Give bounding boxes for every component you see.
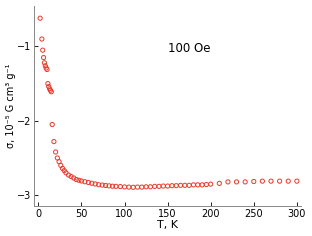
Point: [243, 180, 248, 184]
Point: [39, 37, 44, 41]
Point: [204, 183, 209, 186]
Point: [62, 169, 67, 173]
Point: [131, 185, 136, 189]
Point: [126, 185, 131, 189]
Point: [260, 179, 265, 183]
Point: [226, 180, 231, 184]
Point: [187, 183, 192, 187]
Point: [45, 67, 50, 71]
Point: [269, 179, 274, 183]
Point: [45, 82, 50, 85]
Point: [79, 179, 84, 183]
Point: [294, 179, 299, 183]
Point: [234, 180, 239, 184]
Point: [58, 164, 63, 167]
Point: [56, 160, 61, 164]
Point: [200, 183, 205, 187]
Point: [71, 176, 76, 180]
Point: [286, 179, 291, 183]
Point: [107, 184, 112, 188]
Point: [89, 181, 94, 185]
Point: [157, 185, 162, 188]
Point: [66, 173, 71, 177]
Point: [69, 175, 74, 178]
Point: [174, 184, 179, 188]
Point: [40, 48, 45, 52]
Point: [195, 183, 200, 187]
Point: [135, 185, 140, 189]
Point: [100, 183, 105, 187]
Point: [46, 85, 51, 88]
Point: [139, 185, 144, 189]
Point: [51, 140, 56, 143]
Point: [55, 156, 60, 160]
Point: [191, 183, 196, 187]
Point: [82, 180, 87, 184]
Point: [178, 183, 183, 187]
Point: [165, 184, 170, 188]
Point: [152, 185, 157, 188]
Point: [110, 184, 115, 188]
Point: [38, 16, 43, 20]
Point: [144, 185, 149, 189]
Point: [86, 181, 91, 184]
Point: [217, 181, 222, 185]
Point: [74, 178, 79, 181]
Point: [182, 183, 187, 187]
Point: [277, 179, 282, 183]
Point: [49, 90, 54, 94]
Point: [76, 178, 81, 182]
Point: [50, 123, 55, 126]
Point: [251, 180, 256, 183]
Point: [169, 184, 174, 188]
X-axis label: T, K: T, K: [157, 220, 178, 230]
Point: [48, 88, 53, 92]
Point: [60, 166, 65, 170]
Point: [41, 56, 46, 59]
Y-axis label: σ, 10⁻⁵ G cm³ g⁻¹: σ, 10⁻⁵ G cm³ g⁻¹: [6, 64, 16, 148]
Point: [44, 66, 49, 70]
Point: [53, 150, 58, 154]
Point: [114, 185, 119, 188]
Point: [148, 185, 153, 189]
Point: [118, 185, 123, 189]
Point: [96, 183, 101, 187]
Point: [43, 64, 48, 68]
Point: [161, 184, 166, 188]
Point: [42, 61, 47, 65]
Point: [208, 182, 213, 186]
Point: [63, 171, 68, 175]
Point: [47, 87, 52, 91]
Point: [122, 185, 127, 189]
Point: [103, 184, 108, 187]
Point: [93, 182, 98, 186]
Text: 100 Oe: 100 Oe: [168, 42, 210, 55]
